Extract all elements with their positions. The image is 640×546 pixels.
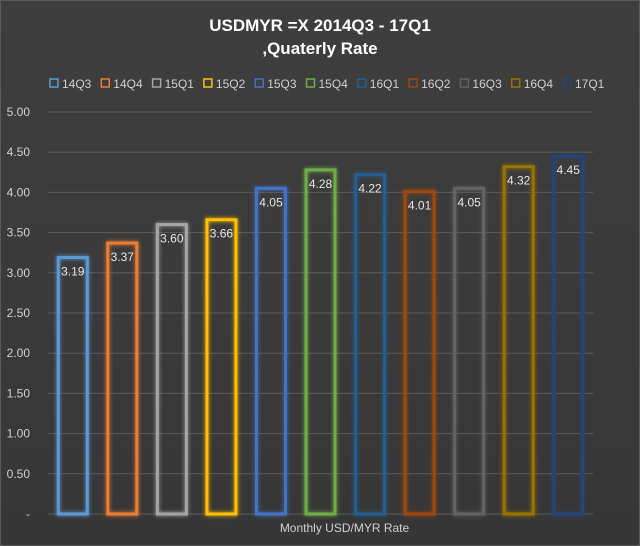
legend-label: 15Q1 <box>165 77 195 91</box>
y-tick-label: - <box>26 507 30 521</box>
bar-15Q3 <box>254 186 287 516</box>
legend-swatch-17Q1 <box>562 78 572 88</box>
legend-swatch-15Q3 <box>254 78 264 88</box>
legend-swatch-14Q4 <box>100 78 111 88</box>
legend-swatch-16Q4 <box>510 78 521 88</box>
bar-15Q4 <box>304 168 337 516</box>
legend-label: 16Q1 <box>370 77 400 91</box>
data-label: 3.60 <box>160 232 184 246</box>
data-label: 3.19 <box>61 265 85 279</box>
legend-label: 16Q3 <box>472 77 502 91</box>
legend-label: 14Q3 <box>62 77 92 91</box>
legend-label: 15Q3 <box>267 77 297 91</box>
chart-title-line2: ,Quaterly Rate <box>262 39 378 58</box>
x-axis-label: Monthly USD/MYR Rate <box>280 521 410 535</box>
y-tick-label: 3.00 <box>7 266 31 280</box>
data-label: 3.66 <box>210 227 234 241</box>
legend-swatch-15Q4 <box>305 78 316 88</box>
data-label: 4.32 <box>507 174 531 188</box>
legend-label: 15Q4 <box>319 77 349 91</box>
legend-swatch-16Q3 <box>459 78 470 88</box>
bar-17Q1 <box>552 154 585 516</box>
y-tick-label: 3.50 <box>7 226 31 240</box>
y-tick-label: 2.50 <box>7 306 31 320</box>
data-label: 4.05 <box>457 195 481 209</box>
bar-15Q2 <box>205 218 238 516</box>
bar-16Q1 <box>354 173 387 516</box>
y-tick-label: 5.00 <box>7 105 31 119</box>
legend-swatch-15Q1 <box>151 78 162 88</box>
data-label: 4.01 <box>408 199 432 213</box>
legend-swatch-16Q2 <box>408 78 418 88</box>
bar-15Q1 <box>155 223 188 516</box>
legend-label: 16Q4 <box>524 77 554 91</box>
data-label: 3.37 <box>111 250 135 264</box>
legend-label: 15Q2 <box>216 77 246 91</box>
y-tick-label: 4.00 <box>7 185 31 199</box>
y-tick-label: 1.50 <box>7 386 31 400</box>
y-tick-label: 0.50 <box>7 467 31 481</box>
data-label: 4.22 <box>358 182 382 196</box>
bar-14Q3 <box>56 256 89 516</box>
data-label: 4.05 <box>259 195 283 209</box>
bar-16Q4 <box>502 165 535 516</box>
y-tick-label: 2.00 <box>7 346 31 360</box>
legend-swatch-15Q2 <box>203 78 213 88</box>
y-tick-label: 1.00 <box>7 427 31 441</box>
bar-16Q3 <box>453 186 486 516</box>
bar-16Q2 <box>403 190 436 516</box>
bar-14Q4 <box>106 241 139 516</box>
chart-title-line1: USDMYR =X 2014Q3 - 17Q1 <box>209 16 431 35</box>
y-tick-label: 4.50 <box>7 145 31 159</box>
legend-label: 14Q4 <box>113 77 143 91</box>
data-label: 4.45 <box>557 163 581 177</box>
data-label: 4.28 <box>309 177 333 191</box>
legend-swatch-14Q3 <box>49 78 59 88</box>
legend-swatch-16Q1 <box>357 78 367 88</box>
legend-label: 17Q1 <box>575 77 605 91</box>
legend-label: 16Q2 <box>421 77 451 91</box>
